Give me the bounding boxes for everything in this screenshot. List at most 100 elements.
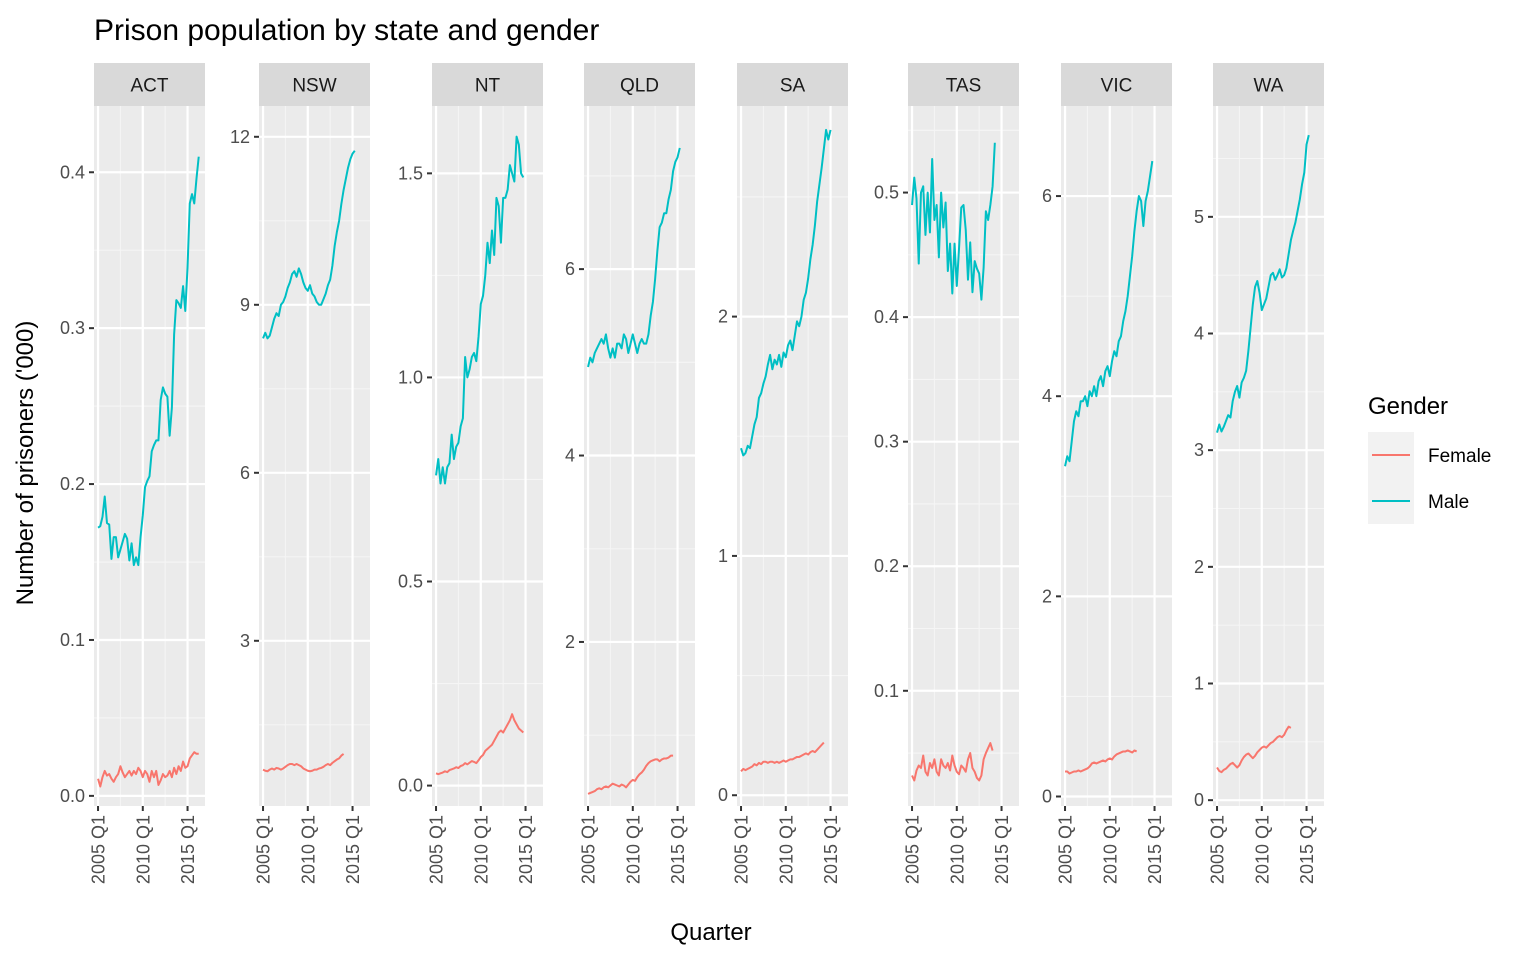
facet-nsw: NSW 3 6 9 12 2005 Q1 2010 Q1 2015 Q1 [230,63,370,884]
legend-label-male: Male [1428,492,1469,513]
x-tick-label: 2005 Q1 [732,815,752,884]
x-tick-label: 2010 Q1 [1100,815,1120,884]
facet-strip-label: TAS [946,76,982,97]
legend-title: Gender [1368,393,1448,420]
series-line-female [1065,749,1138,775]
facet-strip [432,63,543,106]
y-tick-label: 4 [1042,386,1052,406]
y-tick-label: 0.1 [874,681,899,701]
y-tick-label: 0.2 [874,556,899,576]
series-line-male [1216,134,1310,433]
x-tick-label: 2005 Q1 [579,815,599,884]
facet-act: ACT 0.0 0.1 0.2 0.3 0.4 2005 Q1 2010 Q1 2015 Q1 [60,63,205,884]
x-tick-label: 2015 Q1 [1297,815,1317,884]
y-tick-label: 6 [1042,186,1052,206]
y-tick-label: 0 [1194,790,1204,810]
facet-panels: ACT 0.0 0.1 0.2 0.3 0.4 2005 Q1 2010 Q1 2015 Q1 N… [60,63,1324,884]
facet-strip-label: QLD [620,76,659,97]
x-tick-label: 2010 Q1 [1252,815,1272,884]
x-tick-label: 2005 Q1 [1056,815,1076,884]
facet-strip [1213,63,1324,106]
x-tick-label: 2015 Q1 [992,815,1012,884]
x-tick-label: 2015 Q1 [821,815,841,884]
facet-strip [584,63,695,106]
series-line-male [911,142,996,301]
x-tick-label: 2010 Q1 [623,815,643,884]
x-tick-label: 2010 Q1 [471,815,491,884]
facet-strip [1061,63,1172,106]
y-tick-label: 4 [1194,324,1204,344]
y-tick-label: 3 [1194,440,1204,460]
facet-strip [737,63,848,106]
x-tick-label: 2015 Q1 [516,815,536,884]
chart-title: Prison population by state and gender [94,14,599,47]
series-line-female [740,741,825,772]
facet-strip-label: ACT [131,76,169,97]
y-tick-label: 4 [565,446,575,466]
facet-tas: TAS 0.1 0.2 0.3 0.4 0.5 2005 Q1 2010 Q1 2015 Q1 [874,63,1019,884]
y-tick-label: 2 [565,632,575,652]
series-line-male [740,128,832,457]
legend-key-background [1368,432,1414,524]
facet-strip-label: VIC [1101,76,1133,97]
facet-strip [259,63,370,106]
y-tick-label: 0 [1042,786,1052,806]
facet-nt: NT 0.0 0.5 1.0 1.5 2005 Q1 2010 Q1 2015 Q1 [398,63,543,884]
facet-wa: WA 0 1 2 3 4 5 2005 Q1 2010 Q1 2015 Q1 [1194,63,1324,884]
y-tick-label: 0.1 [60,630,85,650]
x-tick-label: 2010 Q1 [298,815,318,884]
facet-qld: QLD 2 4 6 2005 Q1 2010 Q1 2015 Q1 [565,63,695,884]
x-tick-label: 2015 Q1 [178,815,198,884]
facet-strip-label: NT [475,76,501,97]
x-tick-label: 2010 Q1 [947,815,967,884]
y-tick-label: 6 [240,463,250,483]
x-tick-label: 2015 Q1 [668,815,688,884]
y-tick-label: 1.0 [398,367,423,387]
series-line-female [911,742,994,782]
x-tick-label: 2005 Q1 [1208,815,1228,884]
series-line-male [1064,160,1154,467]
series-line-male [587,147,681,368]
series-line-male [262,150,356,340]
facet-strip [908,63,1019,106]
y-tick-label: 1.5 [398,163,423,183]
series-line-male [435,135,525,485]
y-tick-label: 0.5 [874,183,899,203]
facet-strip-label: SA [780,76,806,97]
y-tick-label: 0.4 [60,162,85,182]
y-tick-label: 0.4 [874,307,899,327]
y-tick-label: 1 [718,546,728,566]
facet-vic: VIC 0 2 4 6 2005 Q1 2010 Q1 2015 Q1 [1042,63,1172,884]
y-tick-label: 1 [1194,674,1204,694]
y-tick-label: 0.3 [874,432,899,452]
facet-strip [94,63,205,106]
x-tick-label: 2015 Q1 [343,815,363,884]
series-line-male [97,156,200,567]
x-tick-label: 2005 Q1 [89,815,109,884]
x-axis-title: Quarter [670,919,751,946]
facet-strip-label: NSW [292,76,336,97]
y-axis-title: Number of prisoners ('000) [12,321,39,606]
x-tick-label: 2005 Q1 [903,815,923,884]
legend: Gender Female Male [1368,393,1491,524]
x-tick-label: 2015 Q1 [1145,815,1165,884]
y-tick-label: 0.2 [60,474,85,494]
x-tick-label: 2010 Q1 [776,815,796,884]
facet-sa: SA 0 1 2 2005 Q1 2010 Q1 2015 Q1 [718,63,848,884]
series-line-female [435,713,524,776]
x-tick-label: 2005 Q1 [254,815,274,884]
y-tick-label: 0.0 [398,776,423,796]
y-tick-label: 0.5 [398,572,423,592]
y-tick-label: 2 [718,307,728,327]
y-tick-label: 2 [1194,557,1204,577]
facet-strip-label: WA [1254,76,1284,97]
y-tick-label: 9 [240,295,250,315]
series-line-female [1216,725,1292,774]
y-tick-label: 0.3 [60,318,85,338]
x-tick-label: 2010 Q1 [133,815,153,884]
y-tick-label: 5 [1194,207,1204,227]
y-tick-label: 2 [1042,586,1052,606]
legend-label-female: Female [1428,446,1491,467]
series-line-female [587,754,674,795]
